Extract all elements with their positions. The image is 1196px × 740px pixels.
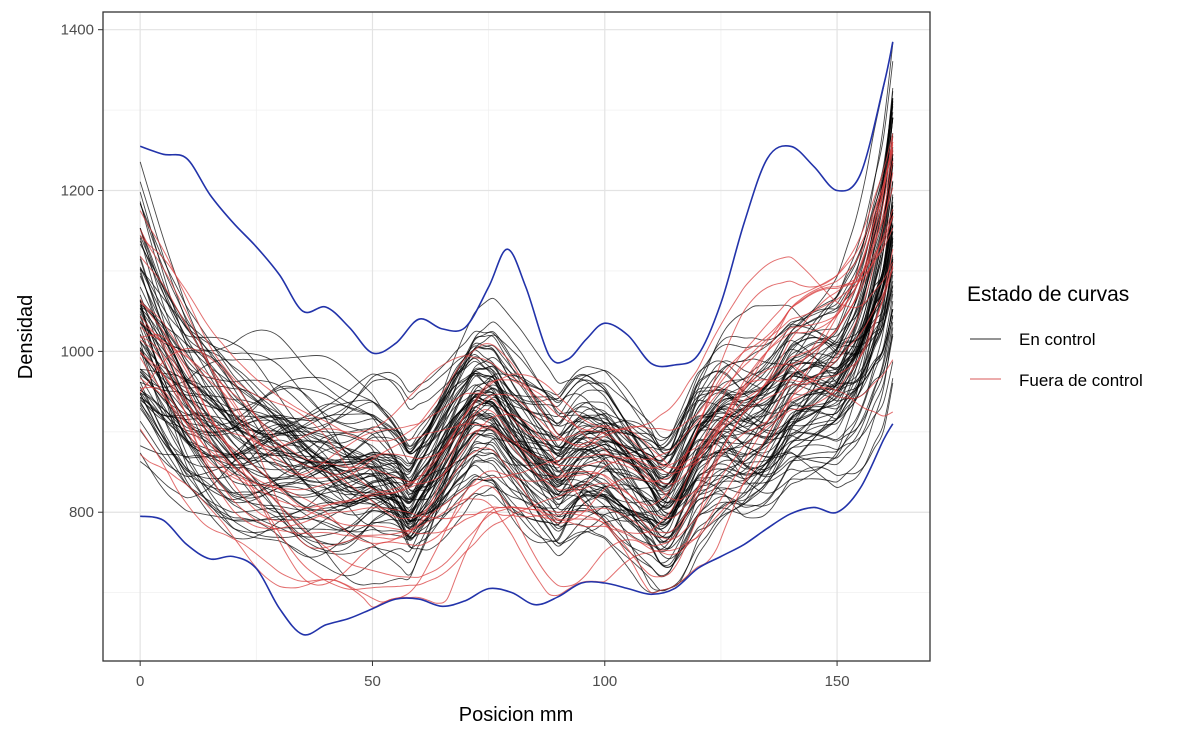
y-axis: 800 1000 1200 1400 — [61, 22, 103, 521]
in-control-line-73 — [139, 159, 894, 524]
in-control-line-60 — [139, 300, 894, 586]
legend-label-en-control: En control — [1019, 330, 1096, 349]
out-of-control-line-2 — [139, 265, 894, 588]
in-control-line-67 — [139, 361, 894, 536]
in-control-line-38 — [139, 101, 894, 534]
in-control-line-36 — [139, 158, 894, 514]
out-of-control-line-14 — [139, 172, 894, 594]
in-control-line-7 — [139, 103, 894, 503]
y-tick-label: 1400 — [61, 22, 94, 39]
out-of-control-line-13 — [139, 267, 894, 540]
in-control-line-62 — [139, 237, 894, 520]
out-of-control-line-16 — [139, 187, 894, 479]
out-of-control-line-3 — [139, 210, 894, 494]
out-of-control-line-6 — [140, 216, 894, 544]
in-control-line-69 — [139, 215, 894, 513]
out-of-control-line-10 — [139, 151, 894, 509]
out-of-control-line-12 — [139, 249, 894, 608]
y-tick-label: 1000 — [61, 343, 94, 360]
upper-envelope-line — [139, 41, 894, 368]
lower-envelope-line — [140, 423, 894, 636]
legend-title: Estado de curvas — [967, 283, 1129, 306]
x-tick-label: 50 — [364, 673, 381, 690]
x-axis: 0 50 100 150 — [136, 661, 850, 690]
x-axis-title: Posicion mm — [459, 704, 573, 726]
in-control-line-39 — [139, 293, 894, 566]
legend: Estado de curvas En control Fuera de con… — [967, 283, 1143, 390]
in-control-line-65 — [139, 154, 894, 473]
out-of-control-line-17 — [139, 160, 894, 549]
in-control-line-75 — [139, 309, 894, 492]
legend-label-fuera-de-control: Fuera de control — [1019, 371, 1143, 390]
in-control-line-76 — [139, 375, 894, 545]
in-control-line-47 — [139, 308, 894, 564]
y-axis-title: Densidad — [15, 295, 37, 380]
in-control-line-68 — [139, 236, 894, 578]
in-control-line-31 — [139, 194, 894, 514]
in-control-line-11 — [139, 196, 894, 525]
out-of-control-line-0 — [139, 227, 894, 534]
in-control-line-77 — [139, 117, 894, 526]
out-of-control-series — [139, 133, 894, 608]
plot-border — [102, 11, 931, 662]
in-control-line-71 — [139, 224, 894, 568]
in-control-line-26 — [139, 181, 894, 487]
x-tick-label: 150 — [825, 673, 850, 690]
in-control-line-43 — [139, 228, 894, 524]
x-tick-label: 100 — [592, 673, 617, 690]
out-of-control-line-15 — [139, 387, 894, 603]
in-control-line-78 — [139, 135, 894, 553]
in-control-line-4 — [139, 225, 894, 522]
out-of-control-line-11 — [139, 208, 894, 491]
y-tick-label: 1200 — [61, 183, 94, 200]
y-tick-label: 800 — [69, 504, 94, 521]
in-control-line-41 — [140, 226, 894, 479]
in-control-line-14 — [139, 106, 894, 543]
x-tick-label: 0 — [136, 673, 144, 690]
out-of-control-line-18 — [139, 148, 894, 448]
envelopes — [139, 41, 894, 636]
in-control-line-61 — [139, 117, 894, 488]
grid — [103, 12, 930, 661]
out-of-control-line-4 — [139, 321, 894, 522]
out-of-control-line-8 — [140, 144, 894, 597]
in-control-line-48 — [139, 162, 894, 550]
out-of-control-line-19 — [139, 133, 894, 524]
in-control-line-17 — [139, 275, 894, 551]
in-control-line-15 — [139, 97, 894, 523]
